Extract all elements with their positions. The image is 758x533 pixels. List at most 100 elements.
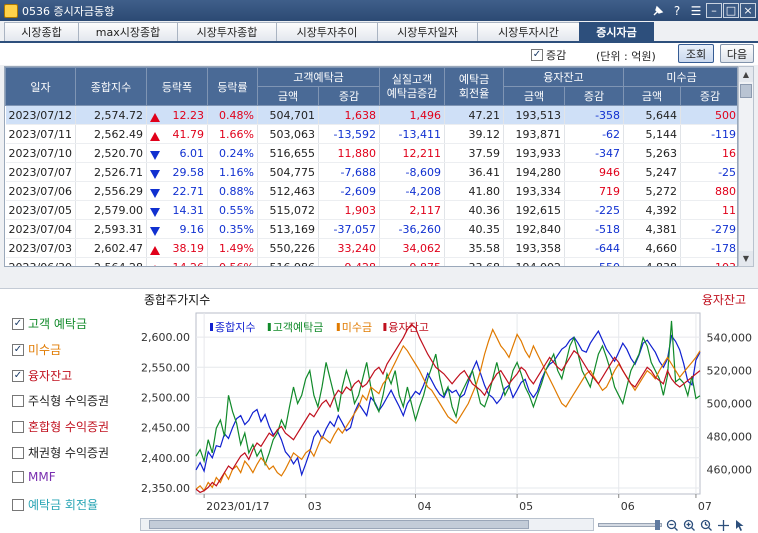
crosshair-icon[interactable] <box>716 518 730 532</box>
tab-stock-funds[interactable]: 증시자금 <box>579 22 654 41</box>
header-unpaid-delta[interactable]: 증감 <box>680 86 737 106</box>
triangle-down-icon <box>150 207 160 217</box>
cell-un: 5,644 <box>623 105 682 125</box>
table-row[interactable]: 2023/07/11 2,562.49 41.79 1.66% 503,063 -13,5… <box>5 124 737 144</box>
series-toggle[interactable]: 주식형 수익증권 <box>12 392 109 409</box>
tab-market-investor-trend[interactable]: 시장투자추이 <box>276 22 378 41</box>
cursor-icon[interactable] <box>733 518 747 532</box>
cell-index: 2,526.71 <box>75 162 147 182</box>
table-vertical-scrollbar[interactable]: ▲ ▼ <box>738 66 754 267</box>
cell-date: 2023/07/10 <box>5 143 76 163</box>
series-toggle[interactable]: MMF <box>12 470 56 484</box>
table-row[interactable]: 2023/07/12 2,574.72 12.23 0.48% 504,701 1,638… <box>5 105 737 125</box>
chart-svg: 종합주가지수 융자잔고2,600.002,550.002,500.002,450.… <box>141 293 752 513</box>
series-toggle[interactable]: 혼합형 수익증권 <box>12 418 109 435</box>
header-deposit[interactable]: 고객예탁금 <box>256 67 381 87</box>
close-button[interactable]: × <box>740 3 756 18</box>
x-tick-label: 04 <box>417 500 431 513</box>
cell-un_d: 500 <box>680 105 737 125</box>
header-unpaid-amount[interactable]: 금액 <box>623 86 682 106</box>
plot-frame <box>195 312 701 495</box>
help-button[interactable]: ? <box>673 3 681 18</box>
checkbox-icon[interactable] <box>12 420 24 433</box>
zoom-in-icon[interactable] <box>682 518 696 532</box>
header-date[interactable]: 일자 <box>5 67 76 106</box>
cell-chg: 29.58 <box>146 162 208 182</box>
cell-index: 2,602.47 <box>75 238 147 258</box>
change-checkbox[interactable]: ✓ 증감 <box>531 47 566 63</box>
header-credit-delta[interactable]: 증감 <box>564 86 625 106</box>
minimize-button[interactable]: – <box>706 3 722 18</box>
pin-icon[interactable] <box>649 2 667 19</box>
header-credit-amount[interactable]: 금액 <box>503 86 566 106</box>
scroll-thumb[interactable] <box>740 84 752 98</box>
table-row[interactable]: 2023/07/04 2,593.31 9.16 0.35% 513,169 -37,05… <box>5 219 737 239</box>
header-index[interactable]: 종합지수 <box>75 67 147 106</box>
table-row[interactable]: 2023/07/10 2,520.70 6.01 0.24% 516,655 11,880… <box>5 143 737 163</box>
cell-real: 9,875 <box>379 257 446 266</box>
header-change[interactable]: 등락폭 <box>146 67 208 106</box>
checkbox-icon[interactable] <box>12 471 24 483</box>
checkbox-icon[interactable] <box>12 394 24 407</box>
tab-market-summary[interactable]: 시장종합 <box>4 22 79 41</box>
table-row[interactable]: 2023/07/03 2,602.47 38.19 1.49% 550,226 33,24… <box>5 238 737 258</box>
next-button[interactable]: 다음 <box>720 44 754 63</box>
checkbox-icon[interactable]: ✓ <box>12 343 24 356</box>
header-deposit-delta[interactable]: 증감 <box>317 86 381 106</box>
tab-max-market-summary[interactable]: max시장종합 <box>78 22 178 41</box>
change-value: 41.79 <box>172 127 205 141</box>
checkbox-icon[interactable]: ✓ <box>12 317 24 330</box>
header-real-deposit[interactable]: 실질고객 예탁금증감 <box>379 67 446 106</box>
scroll-up-icon[interactable]: ▲ <box>739 67 753 82</box>
series-toggle[interactable]: 예탁금 회전율 <box>12 496 98 513</box>
checkbox-icon[interactable]: ✓ <box>12 369 24 382</box>
cell-real: 2,117 <box>379 200 446 220</box>
series-toggle[interactable]: 채권형 수익증권 <box>12 444 109 461</box>
table-row[interactable]: 2023/07/06 2,556.29 22.71 0.88% 512,463 -2,60… <box>5 181 737 201</box>
cell-un: 5,263 <box>623 143 682 163</box>
cell-date: 2023/07/05 <box>5 200 76 220</box>
tab-market-investor-daily[interactable]: 시장투자일자 <box>377 22 478 41</box>
cell-real: 12,211 <box>379 143 446 163</box>
chart-horizontal-scrollbar[interactable] <box>140 518 594 531</box>
cell-un: 4,392 <box>623 200 682 220</box>
maximize-button[interactable]: □ <box>723 3 739 18</box>
chart-scroll-thumb[interactable] <box>149 520 529 529</box>
cell-cr: 193,933 <box>503 143 566 163</box>
cell-cr: 193,513 <box>503 105 566 125</box>
header-turnover[interactable]: 예탁금 회전율 <box>444 67 505 106</box>
table-row[interactable]: 2023/06/30 2,564.28 14.26 0.56% 516,986 9,428… <box>5 257 737 266</box>
series-toggle[interactable]: ✓ 고객 예탁금 <box>12 315 87 332</box>
tab-bar: 시장종합 max시장종합 시장투자종합 시장투자추이 시장투자일자 시장투자시간… <box>0 22 758 41</box>
series-toggle[interactable]: ✓ 융자잔고 <box>12 367 72 384</box>
cell-dep: 512,463 <box>257 181 319 201</box>
cell-rate: 1.66% <box>207 124 258 144</box>
window-title: 0536 증시자금동향 <box>22 4 115 18</box>
change-value: 9.16 <box>179 222 205 236</box>
zoom-reset-icon[interactable] <box>699 518 713 532</box>
zoom-slider-knob[interactable] <box>655 520 660 530</box>
tab-market-investor-time[interactable]: 시장투자시간 <box>477 22 580 41</box>
tab-market-investor-summary[interactable]: 시장투자종합 <box>177 22 277 41</box>
cell-chg: 38.19 <box>146 238 208 258</box>
cell-cr: 194,002 <box>503 257 566 266</box>
zoom-slider[interactable] <box>598 520 662 530</box>
header-deposit-amount[interactable]: 금액 <box>257 86 319 106</box>
menu-icon[interactable]: ☰ <box>690 3 702 18</box>
table-row[interactable]: 2023/07/05 2,579.00 14.31 0.55% 515,072 1,903… <box>5 200 737 220</box>
cell-cr: 193,871 <box>503 124 566 144</box>
scroll-down-icon[interactable]: ▼ <box>739 251 753 266</box>
series-toggle[interactable]: ✓ 미수금 <box>12 341 61 358</box>
header-unpaid[interactable]: 미수금 <box>623 67 737 87</box>
checkbox-icon[interactable]: ✓ <box>531 49 543 61</box>
cell-real: -36,260 <box>379 219 446 239</box>
zoom-out-icon[interactable] <box>665 518 679 532</box>
checkbox-icon[interactable] <box>12 446 24 459</box>
query-button[interactable]: 조회 <box>678 44 714 63</box>
header-credit[interactable]: 융자잔고 <box>503 67 625 87</box>
header-rate[interactable]: 등락률 <box>207 67 258 106</box>
table-row[interactable]: 2023/07/07 2,526.71 29.58 1.16% 504,775 -7,68… <box>5 162 737 182</box>
cell-real: 1,496 <box>379 105 446 125</box>
cell-un: 4,838 <box>623 257 682 266</box>
checkbox-icon[interactable] <box>12 498 24 511</box>
